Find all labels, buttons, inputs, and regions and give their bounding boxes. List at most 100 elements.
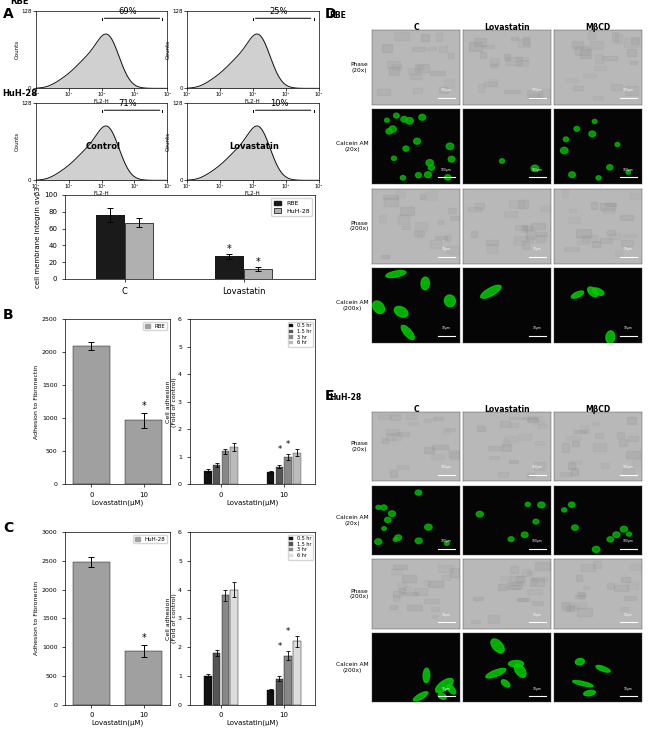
Bar <box>392 64 401 70</box>
Text: Lovastatin: Lovastatin <box>229 142 280 150</box>
Bar <box>569 605 578 610</box>
Bar <box>535 441 544 445</box>
Bar <box>516 597 527 601</box>
Bar <box>503 439 510 446</box>
Bar <box>408 68 420 74</box>
Bar <box>430 71 445 75</box>
Bar <box>222 595 229 705</box>
Y-axis label: Counts: Counts <box>15 40 20 59</box>
Circle shape <box>382 527 386 531</box>
Bar <box>569 462 575 469</box>
Text: D: D <box>325 7 337 21</box>
Ellipse shape <box>445 295 455 307</box>
Bar <box>500 576 510 581</box>
Bar <box>577 237 590 244</box>
Bar <box>618 432 625 438</box>
Bar <box>533 421 544 424</box>
Text: Phase
(20x): Phase (20x) <box>351 62 369 73</box>
Bar <box>406 605 421 610</box>
Bar <box>513 241 525 245</box>
Bar <box>415 222 427 230</box>
Circle shape <box>615 142 619 147</box>
X-axis label: Lovastatin(μM): Lovastatin(μM) <box>226 719 279 726</box>
Text: Calcein AM
(20x): Calcein AM (20x) <box>336 142 369 152</box>
Bar <box>396 465 408 469</box>
Bar <box>446 428 455 431</box>
Bar <box>623 468 634 474</box>
Ellipse shape <box>395 307 408 317</box>
X-axis label: Lovastatin(μM): Lovastatin(μM) <box>92 499 144 506</box>
Text: Phase
(20x): Phase (20x) <box>351 441 369 452</box>
Circle shape <box>400 175 406 180</box>
Text: 100μm: 100μm <box>623 465 634 469</box>
Bar <box>509 417 523 419</box>
Bar <box>204 470 211 484</box>
Y-axis label: Cell adhesion
(Fold of control): Cell adhesion (Fold of control) <box>166 377 177 426</box>
Bar <box>527 90 542 97</box>
Text: *: * <box>142 633 146 643</box>
Ellipse shape <box>596 666 610 672</box>
Bar <box>478 84 484 92</box>
X-axis label: FL2-H: FL2-H <box>245 191 261 196</box>
Ellipse shape <box>575 658 584 665</box>
Bar <box>293 453 301 484</box>
Text: C: C <box>413 405 419 414</box>
Bar <box>276 679 283 705</box>
Circle shape <box>499 159 504 163</box>
Bar <box>432 615 437 618</box>
Ellipse shape <box>413 691 428 701</box>
Bar <box>569 209 576 212</box>
Bar <box>504 54 510 60</box>
Bar <box>595 433 603 438</box>
Bar <box>390 470 397 477</box>
Circle shape <box>589 131 595 137</box>
Text: HuH-28: HuH-28 <box>2 90 37 98</box>
Circle shape <box>386 128 393 134</box>
Circle shape <box>375 539 382 545</box>
Circle shape <box>596 175 601 180</box>
Bar <box>620 215 632 219</box>
Ellipse shape <box>573 680 593 686</box>
Bar <box>506 582 522 589</box>
Bar <box>504 211 517 217</box>
Circle shape <box>531 165 539 172</box>
Bar <box>399 589 406 593</box>
Bar <box>532 223 545 229</box>
Ellipse shape <box>592 288 604 295</box>
Bar <box>594 66 606 70</box>
Bar <box>606 584 614 589</box>
Circle shape <box>393 113 399 118</box>
Bar <box>573 41 583 48</box>
Text: Phase
(200x): Phase (200x) <box>349 589 369 600</box>
Text: RBE: RBE <box>330 11 346 20</box>
Text: 10μm: 10μm <box>533 686 542 691</box>
Y-axis label: Counts: Counts <box>166 40 171 59</box>
Circle shape <box>508 537 514 542</box>
Bar <box>397 582 406 589</box>
Circle shape <box>406 117 413 124</box>
Bar <box>413 87 422 92</box>
Bar <box>522 241 529 249</box>
Text: 100μm: 100μm <box>441 88 452 92</box>
Ellipse shape <box>386 271 406 277</box>
Text: RBE: RBE <box>10 0 29 7</box>
Text: 100μm: 100μm <box>532 167 543 172</box>
Bar <box>528 416 542 421</box>
Bar <box>532 578 538 584</box>
Bar <box>448 208 456 214</box>
Y-axis label: cell membrane Integrin αvβ3: cell membrane Integrin αvβ3 <box>35 186 41 288</box>
Bar <box>96 215 125 279</box>
Text: *: * <box>142 401 146 411</box>
Bar <box>231 589 238 705</box>
Bar <box>523 37 530 45</box>
Bar <box>421 34 429 41</box>
Bar <box>629 564 642 570</box>
Bar <box>562 189 568 197</box>
Bar <box>267 690 274 705</box>
Text: 100μm: 100μm <box>623 167 634 172</box>
Bar <box>417 65 423 69</box>
Bar <box>514 236 527 240</box>
Bar <box>215 256 244 279</box>
Bar <box>575 595 584 598</box>
Text: C: C <box>3 521 14 535</box>
